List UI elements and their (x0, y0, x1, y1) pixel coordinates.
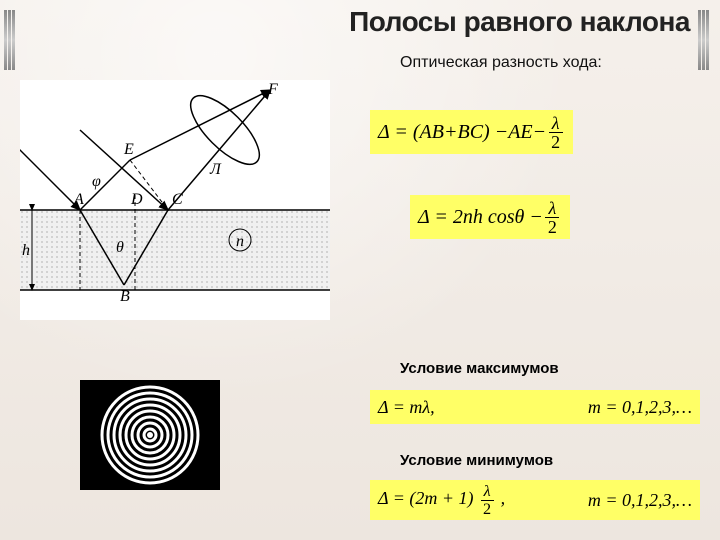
formula-delta-path: Δ = ( AB + BC ) − AE − λ2 (370, 110, 573, 154)
svg-text:θ: θ (116, 239, 124, 256)
diagram-svg: F E Л A D C Bφ θ n h (20, 80, 330, 320)
svg-text:A: A (73, 191, 84, 208)
page-title: Полосы равного наклона (349, 6, 690, 38)
svg-text:Л: Л (209, 161, 222, 178)
label-maxima: Условие максимумов (400, 360, 559, 377)
svg-text:n: n (236, 233, 244, 250)
svg-text:F: F (267, 81, 278, 98)
left-decoration (4, 10, 22, 70)
svg-text:φ: φ (92, 173, 101, 190)
svg-text:E: E (123, 141, 134, 158)
svg-text:h: h (22, 242, 30, 259)
label-minima: Условие минимумов (400, 452, 553, 469)
rings-svg (80, 380, 220, 490)
subtitle-text: Оптическая разность хода: (400, 54, 602, 72)
interference-rings (80, 380, 220, 490)
svg-text:D: D (130, 191, 143, 208)
right-decoration (698, 10, 716, 70)
svg-text:B: B (120, 288, 130, 305)
formula-delta-cos: Δ = 2nh cosθ − λ2 (410, 195, 570, 239)
optics-diagram: F E Л A D C Bφ θ n h (20, 80, 330, 320)
formula-minima: Δ = (2m + 1) λ2 , m = 0,1,2,3,… (370, 480, 700, 520)
formula-maxima: Δ = mλ, m = 0,1,2,3,… (370, 390, 700, 424)
svg-text:C: C (172, 191, 183, 208)
